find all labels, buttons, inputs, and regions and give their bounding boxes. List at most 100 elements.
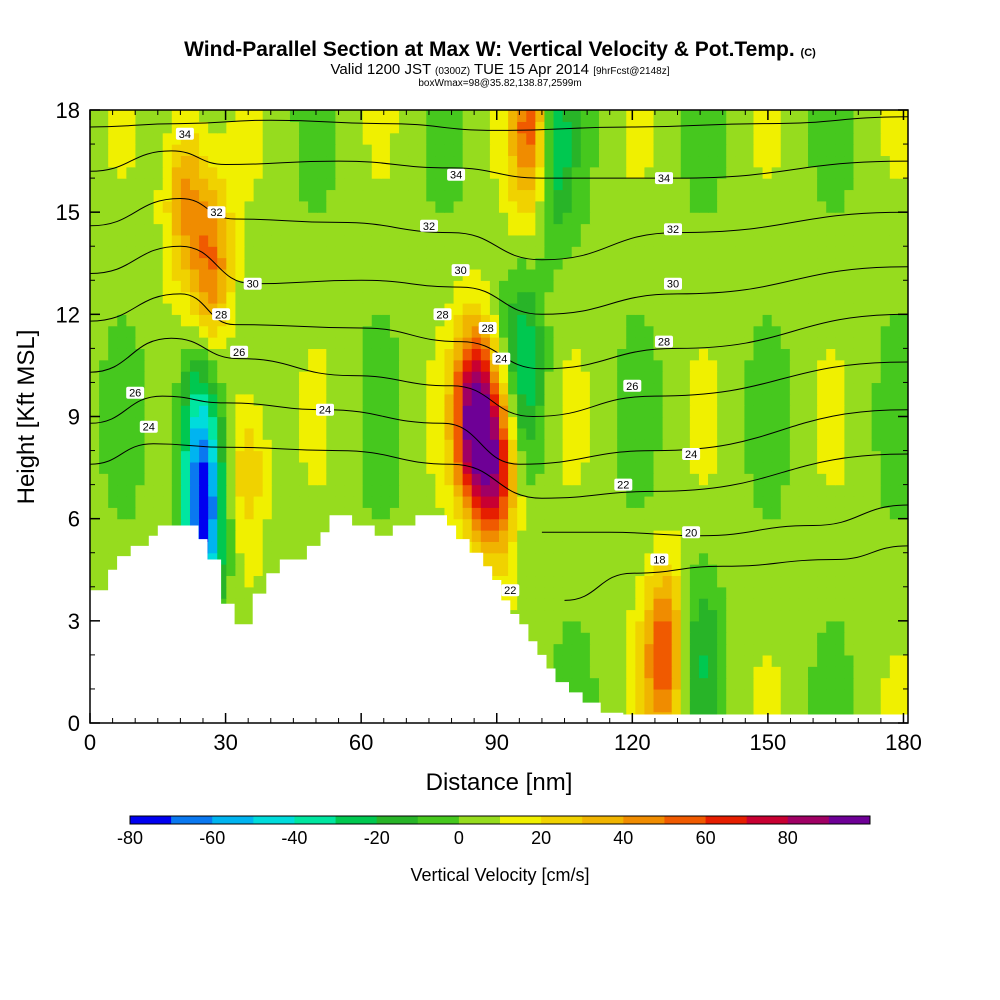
velocity-cell: [135, 246, 146, 259]
velocity-cell: [817, 632, 827, 645]
velocity-cell: [617, 450, 627, 463]
velocity-cell: [353, 212, 364, 225]
velocity-cell: [380, 359, 391, 372]
velocity-cell: [617, 291, 627, 304]
velocity-cell: [162, 495, 173, 508]
velocity-cell: [499, 268, 509, 281]
velocity-cell: [708, 234, 718, 247]
velocity-cell: [171, 223, 182, 236]
velocity-cell: [808, 200, 818, 213]
velocity-cell: [280, 268, 291, 281]
velocity-cell: [126, 530, 137, 542]
velocity-cell: [126, 405, 137, 418]
velocity-cell: [598, 450, 609, 463]
velocity-cell: [526, 598, 536, 611]
velocity-cell: [271, 246, 282, 259]
velocity-cell: [726, 450, 736, 463]
velocity-cell: [244, 586, 255, 599]
velocity-cell: [217, 461, 227, 474]
velocity-cell: [826, 110, 836, 122]
velocity-cell: [408, 382, 418, 395]
velocity-cell: [835, 371, 845, 384]
velocity-cell: [353, 450, 364, 463]
velocity-cell: [417, 155, 427, 168]
velocity-cell: [489, 144, 500, 157]
velocity-cell: [235, 598, 246, 611]
velocity-cell: [626, 450, 636, 463]
velocity-cell: [708, 518, 718, 531]
velocity-cell: [171, 314, 182, 327]
contour-label-bg: [614, 478, 633, 491]
velocity-cell: [380, 461, 391, 474]
velocity-cell: [544, 268, 555, 281]
velocity-cell: [517, 518, 527, 531]
velocity-cell: [126, 246, 137, 259]
velocity-cell: [362, 144, 373, 157]
velocity-cell: [535, 178, 546, 191]
velocity-cell: [826, 382, 836, 395]
velocity-cell: [598, 473, 609, 486]
velocity-cell: [626, 654, 636, 667]
velocity-cell: [598, 439, 609, 452]
velocity-cell: [244, 166, 255, 179]
velocity-cell: [226, 473, 237, 486]
velocity-cell: [408, 189, 418, 202]
velocity-cell: [471, 280, 482, 293]
velocity-cell: [453, 291, 464, 304]
velocity-cell: [226, 495, 237, 508]
velocity-cell: [780, 314, 791, 327]
velocity-cell: [526, 484, 536, 497]
velocity-cell: [644, 291, 655, 304]
velocity-cell: [853, 223, 864, 236]
velocity-cell: [353, 291, 364, 304]
velocity-cell: [426, 178, 436, 191]
velocity-cell: [399, 348, 409, 361]
velocity-cell: [689, 257, 700, 270]
velocity-cell: [389, 427, 400, 440]
velocity-cell: [253, 393, 264, 406]
velocity-cell: [253, 189, 264, 202]
velocity-cell: [644, 280, 655, 293]
velocity-cell: [262, 132, 273, 145]
velocity-cell: [326, 302, 336, 315]
velocity-cell: [780, 439, 791, 452]
velocity-cell: [344, 348, 355, 361]
velocity-cell: [698, 110, 709, 122]
velocity-cell: [108, 234, 118, 247]
velocity-cell: [399, 439, 409, 452]
velocity-cell: [408, 337, 418, 349]
velocity-cell: [180, 348, 191, 361]
velocity-cell: [308, 200, 318, 213]
velocity-cell: [780, 110, 791, 122]
velocity-cell: [689, 654, 700, 667]
velocity-cell: [717, 110, 727, 122]
velocity-cell: [835, 439, 845, 452]
velocity-cell: [171, 439, 182, 452]
velocity-cell: [389, 484, 400, 497]
velocity-cell: [135, 110, 146, 122]
velocity-cell: [353, 223, 364, 236]
velocity-cell: [99, 166, 109, 179]
velocity-cell: [499, 325, 509, 338]
velocity-cell: [771, 359, 782, 372]
velocity-cell: [780, 144, 791, 157]
velocity-cell: [326, 234, 336, 247]
velocity-cell: [580, 473, 591, 486]
velocity-cell: [798, 314, 809, 327]
velocity-cell: [108, 246, 118, 259]
velocity-cell: [871, 666, 882, 679]
velocity-cell: [99, 484, 109, 497]
velocity-cell: [526, 620, 536, 633]
velocity-cell: [680, 609, 691, 622]
velocity-cell: [153, 257, 164, 270]
velocity-cell: [589, 518, 600, 531]
velocity-cell: [308, 359, 318, 372]
velocity-cell: [880, 257, 891, 270]
velocity-cell: [753, 166, 764, 179]
velocity-cell: [90, 359, 100, 372]
velocity-cell: [653, 484, 664, 497]
velocity-cell: [299, 416, 309, 429]
velocity-cell: [508, 564, 518, 577]
velocity-cell: [508, 439, 518, 452]
velocity-cell: [499, 450, 509, 463]
